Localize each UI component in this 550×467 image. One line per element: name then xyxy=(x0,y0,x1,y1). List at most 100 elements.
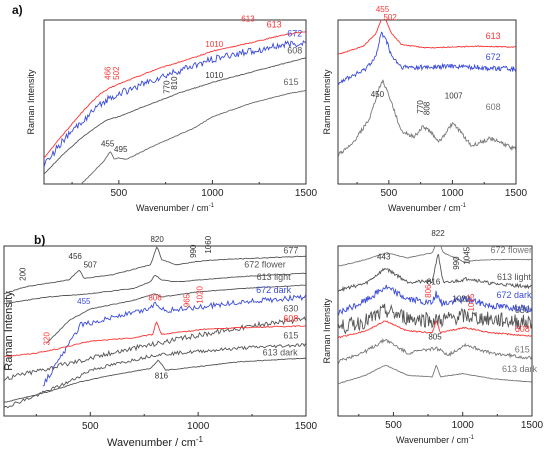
peak-annotation: 495 xyxy=(114,145,128,154)
peak-annotation: 822 xyxy=(431,229,445,238)
peak-annotation: 770 xyxy=(162,80,171,94)
chart-a-left: 500 1000 1500 Wavenumber / cm-1 Raman Intens… xyxy=(12,3,318,213)
x-tick-label: 1500 xyxy=(295,421,318,432)
series-label: 613 xyxy=(267,19,282,29)
series-line xyxy=(4,357,306,404)
x-tick-label: 500 xyxy=(385,420,402,431)
series-line xyxy=(338,253,532,293)
peak-annotation: 806 xyxy=(148,293,162,302)
peak-annotation: 990 xyxy=(452,256,461,270)
y-axis-label: Raman Intensity xyxy=(3,291,15,371)
y-axis-label: Raman Intensity xyxy=(322,298,332,364)
series-label: 613 dark xyxy=(263,348,299,358)
series-label: 672 xyxy=(287,28,302,38)
y-axis-label: Raman Intensity xyxy=(26,69,36,135)
chart-b-left: 500 1000 1500 Wavenumber / cm-1 Raman Intens… xyxy=(3,233,318,449)
series-label: 672 flower xyxy=(490,245,532,255)
peak-annotation: 507 xyxy=(84,260,98,269)
series-label: 613 dark xyxy=(502,364,538,374)
peak-annotation: 320 xyxy=(42,332,51,346)
series-line xyxy=(4,246,306,295)
series-line xyxy=(338,246,532,267)
peak-annotation: 806 xyxy=(424,284,433,298)
peak-annotation: 1045 xyxy=(463,246,472,264)
peak-annotation: 816 xyxy=(155,372,169,381)
peak-annotation: 613 xyxy=(241,15,255,24)
x-tick-label: 1000 xyxy=(441,188,464,199)
series-line xyxy=(46,284,306,344)
peak-annotation: 808 xyxy=(423,101,432,115)
peak-annotation: 455 xyxy=(77,297,91,306)
series-label: 608 xyxy=(283,314,298,324)
panel-label: b) xyxy=(34,233,45,247)
series-label: 672 dark xyxy=(496,290,532,300)
x-tick-label: 500 xyxy=(111,188,128,199)
peak-annotation: 455 xyxy=(376,5,390,14)
panel-label: a) xyxy=(12,3,23,17)
series-line xyxy=(4,272,306,305)
series-line xyxy=(44,57,306,175)
peak-annotation: 200 xyxy=(19,267,28,281)
x-axis-label: Wavenumber / cm-1 xyxy=(136,203,215,213)
peak-annotation: 450 xyxy=(371,90,385,99)
x-axis-label: Wavenumber / cm-1 xyxy=(388,203,467,213)
peak-annotation: 1020 xyxy=(195,285,204,303)
series-label: 613 xyxy=(486,31,501,41)
series-label: 615 xyxy=(283,331,298,341)
peak-annotation: 1060 xyxy=(204,235,213,253)
series-line xyxy=(338,284,532,316)
x-tick-label: 500 xyxy=(381,188,398,199)
peak-annotation: 805 xyxy=(428,333,442,342)
peak-annotation: 1007 xyxy=(445,92,463,101)
x-tick-label: 1000 xyxy=(452,420,475,431)
peak-annotation: 770 xyxy=(416,100,425,114)
peak-annotation: 990 xyxy=(189,244,198,258)
chart-a-right: 500 1000 1500 Wavenumber / cm-1 Raman Intens… xyxy=(322,5,528,213)
chart-b-right: 500 1000 1500 Wavenumber / cm-1 Raman Intens… xyxy=(322,229,544,445)
series-label: 672 xyxy=(486,52,501,62)
peak-annotation: 810 xyxy=(170,76,179,90)
peak-annotation: 456 xyxy=(69,252,83,261)
peak-annotation: 1010 xyxy=(205,71,223,80)
peak-annotation: 816 xyxy=(427,277,441,286)
series-label: 677 xyxy=(283,246,298,256)
series-label: 608 xyxy=(486,102,501,112)
peak-annotation: 502 xyxy=(112,66,121,80)
series-label: 672 dark xyxy=(256,285,292,295)
plot-frame xyxy=(43,19,307,185)
x-tick-label: 1500 xyxy=(505,188,528,199)
series-line xyxy=(4,321,306,357)
x-tick-label: 1500 xyxy=(521,420,544,431)
peak-annotation: 443 xyxy=(377,253,391,262)
plot-frame xyxy=(337,19,517,185)
series-line xyxy=(81,90,306,184)
peak-annotation: 466 xyxy=(103,66,112,80)
series-label: 630 xyxy=(283,303,298,313)
series-label: 672 flower xyxy=(244,259,286,269)
peak-annotation: 965 xyxy=(183,293,192,307)
series-label: 630 xyxy=(515,305,530,315)
x-axis-label: Wavenumber / cm-1 xyxy=(107,435,204,449)
series-label: 608 xyxy=(287,46,302,56)
series-label: 613 light xyxy=(257,272,292,282)
series-line xyxy=(44,31,306,159)
series-line xyxy=(338,31,516,85)
peak-annotation: 455 xyxy=(101,139,115,148)
series-line xyxy=(44,40,306,168)
series-line xyxy=(4,316,306,382)
peak-annotation: 1010 xyxy=(205,40,223,49)
series-label: 613 light xyxy=(497,272,532,282)
x-axis-label: Wavenumber / cm-1 xyxy=(396,435,475,445)
x-tick-label: 1500 xyxy=(295,188,318,199)
plot-frame xyxy=(3,245,307,417)
peak-annotation: 502 xyxy=(383,13,397,22)
x-tick-label: 1000 xyxy=(201,188,224,199)
series-line xyxy=(4,343,306,409)
peak-annotation: 820 xyxy=(150,235,164,244)
series-label: 608 xyxy=(515,324,530,334)
peak-annotation: 1015 xyxy=(467,293,476,311)
series-label: 615 xyxy=(515,344,530,354)
y-axis-label: Raman Intensity xyxy=(322,69,332,135)
series-label: 615 xyxy=(284,77,299,87)
